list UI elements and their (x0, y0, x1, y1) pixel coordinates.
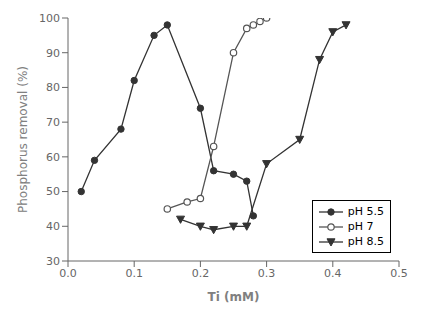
svg-text:Phosphorus removal (%): Phosphorus removal (%) (16, 66, 30, 213)
svg-text:0.5: 0.5 (390, 267, 408, 280)
svg-text:0.3: 0.3 (258, 267, 276, 280)
svg-text:30: 30 (46, 255, 60, 268)
svg-text:100: 100 (39, 12, 60, 25)
svg-text:80: 80 (46, 81, 60, 94)
svg-text:0.4: 0.4 (324, 267, 342, 280)
html-text:pH 5.5: pH 5.5 (347, 205, 384, 218)
svg-text:Ti (mM): Ti (mM) (208, 290, 260, 304)
html-text:pH 8.5: pH 8.5 (347, 235, 384, 248)
svg-text:40: 40 (46, 220, 60, 233)
svg-text:90: 90 (46, 47, 60, 60)
svg-text:70: 70 (46, 116, 60, 129)
svg-text:60: 60 (46, 151, 60, 164)
html-text:pH 7: pH 7 (347, 220, 374, 233)
svg-text:50: 50 (46, 185, 60, 198)
svg-text:0.2: 0.2 (192, 267, 210, 280)
svg-text:0.1: 0.1 (125, 267, 143, 280)
svg-text:0.0: 0.0 (59, 267, 77, 280)
